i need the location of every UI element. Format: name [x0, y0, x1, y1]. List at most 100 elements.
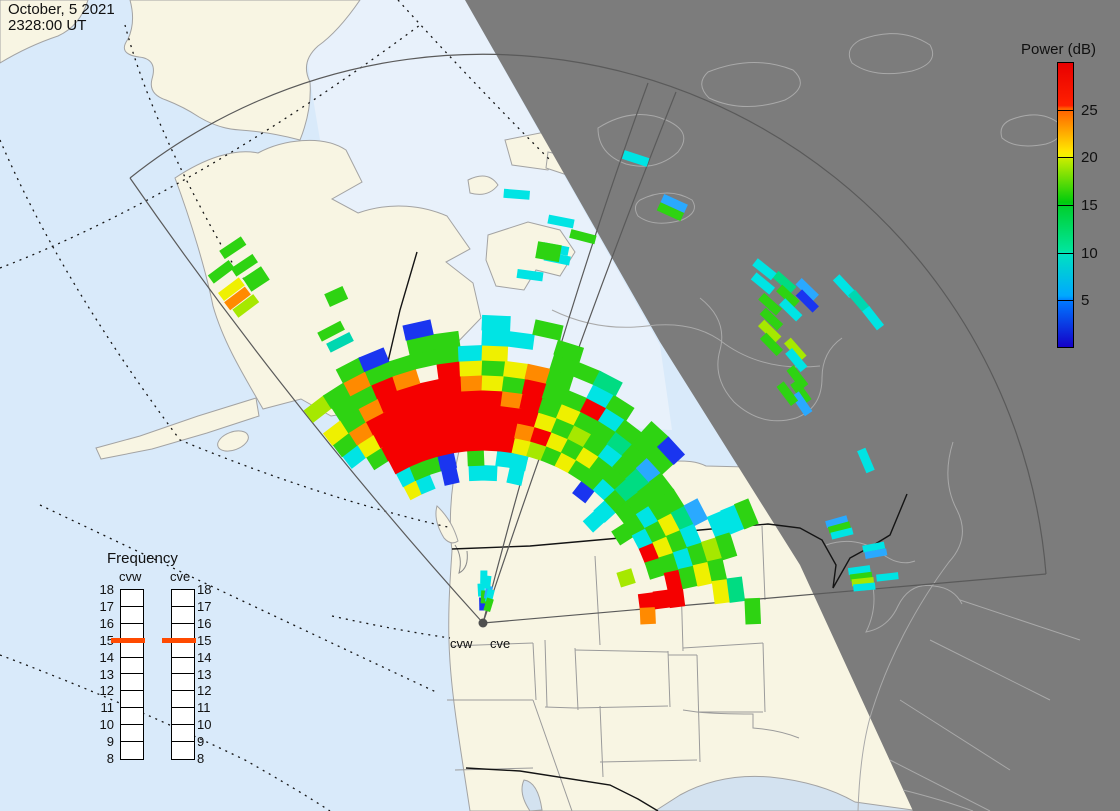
- arctic-island: [485, 221, 576, 291]
- echo-cell: [853, 582, 876, 592]
- echo-cell: [358, 347, 390, 373]
- frequency-scale-value: 8: [106, 751, 114, 766]
- frequency-ladder-cve: [171, 589, 195, 760]
- echo-cell: [579, 397, 608, 423]
- echo-cell: [497, 420, 520, 439]
- colorbar-title: Power (dB): [1021, 41, 1097, 58]
- frequency-ladder-cell: [121, 674, 143, 692]
- frequency-ladder-cell: [121, 641, 143, 658]
- echo-cell: [646, 447, 674, 475]
- echo-cell: [483, 597, 494, 613]
- echo-cells-layer: [207, 150, 899, 625]
- echo-cell: [481, 389, 505, 407]
- echo-cell: [658, 552, 680, 576]
- echo-cell: [429, 422, 452, 443]
- echo-cell: [505, 330, 535, 350]
- echo-cell: [335, 357, 368, 384]
- frequency-ladder-cell: [172, 641, 194, 658]
- echo-cell: [397, 383, 425, 405]
- land-siberia-west: [0, 0, 89, 64]
- echo-cell: [692, 561, 713, 587]
- echo-cell: [593, 500, 617, 523]
- echo-cell: [686, 542, 709, 569]
- echo-cell: [790, 379, 812, 405]
- echo-cell: [461, 389, 485, 407]
- echo-cell: [481, 329, 510, 347]
- echo-cell: [827, 521, 851, 534]
- echo-cell: [530, 426, 554, 448]
- echo-cell: [720, 504, 745, 535]
- echo-cell: [511, 437, 533, 457]
- echo-cell: [791, 391, 813, 417]
- echo-cell: [848, 289, 871, 314]
- echo-cell: [516, 408, 541, 428]
- frequency-scale-value: 14: [99, 649, 114, 665]
- echo-cell: [857, 447, 875, 474]
- echo-cell: [832, 274, 856, 298]
- echo-cell: [433, 345, 462, 365]
- echo-cell: [701, 537, 723, 565]
- echo-cell: [586, 384, 616, 410]
- frequency-scale-value: 14: [197, 649, 212, 665]
- echo-cell: [726, 576, 746, 603]
- echo-cell: [460, 374, 485, 392]
- echo-cell: [639, 607, 656, 625]
- echo-cell: [418, 378, 445, 399]
- alaska-yukon-border: [382, 251, 418, 384]
- echo-cell: [436, 360, 463, 380]
- frequency-ladder-cell: [121, 691, 143, 709]
- echo-cell: [465, 435, 485, 452]
- frequency-scale-value: 12: [197, 683, 212, 699]
- echo-cell: [514, 422, 537, 443]
- echo-cell: [421, 393, 447, 414]
- night-terminator-region: [465, 0, 1120, 811]
- ocean-arctic: [300, 0, 672, 430]
- frequency-scale-value: 11: [197, 700, 211, 716]
- echo-cell: [516, 268, 544, 282]
- echo-cell: [387, 354, 417, 377]
- echo-cell: [224, 286, 251, 311]
- echo-cell: [759, 332, 784, 357]
- frequency-scale-value: 18: [197, 582, 212, 597]
- echo-cell: [750, 272, 776, 295]
- echo-cell: [561, 389, 589, 413]
- frequency-ladder-cell: [172, 658, 194, 675]
- echo-cell: [795, 278, 819, 302]
- echo-cell: [230, 253, 258, 277]
- echo-cell: [535, 241, 562, 263]
- frequency-ladder-cell: [172, 607, 194, 624]
- land-alaska-peninsula: [95, 397, 260, 460]
- echo-cell: [637, 592, 656, 611]
- echo-cell: [758, 292, 783, 316]
- frequency-scale-value: 9: [106, 734, 114, 750]
- echo-cell: [524, 363, 552, 385]
- echo-cell: [864, 548, 888, 560]
- echo-cell: [481, 374, 506, 392]
- echo-cell: [752, 258, 777, 281]
- echo-cell: [862, 541, 886, 553]
- frequency-marker-cve: [162, 637, 196, 643]
- land-kodiak-island: [217, 430, 249, 452]
- echo-cell: [402, 319, 434, 341]
- echo-cell: [340, 407, 368, 434]
- echo-cell: [324, 286, 349, 307]
- colorbar-tick-line: [1057, 252, 1074, 254]
- echo-cell: [433, 437, 455, 457]
- echo-cell: [670, 505, 695, 533]
- echo-cell: [503, 188, 531, 200]
- echo-cell: [402, 397, 429, 420]
- colorbar-tick-line: [1057, 157, 1074, 159]
- echo-cell: [326, 331, 354, 353]
- echo-cell: [500, 390, 525, 410]
- echo-cell: [569, 229, 597, 245]
- echo-cell: [776, 381, 799, 406]
- echo-cell: [232, 294, 260, 318]
- fov-right-edge: [482, 573, 1047, 624]
- echo-cell: [555, 403, 583, 427]
- timestamp-time: 2328:00 UT: [8, 17, 87, 34]
- echo-cell: [481, 435, 501, 452]
- echo-cell: [547, 214, 575, 229]
- gulf-of-mexico: [654, 775, 921, 811]
- echo-cell: [795, 289, 819, 313]
